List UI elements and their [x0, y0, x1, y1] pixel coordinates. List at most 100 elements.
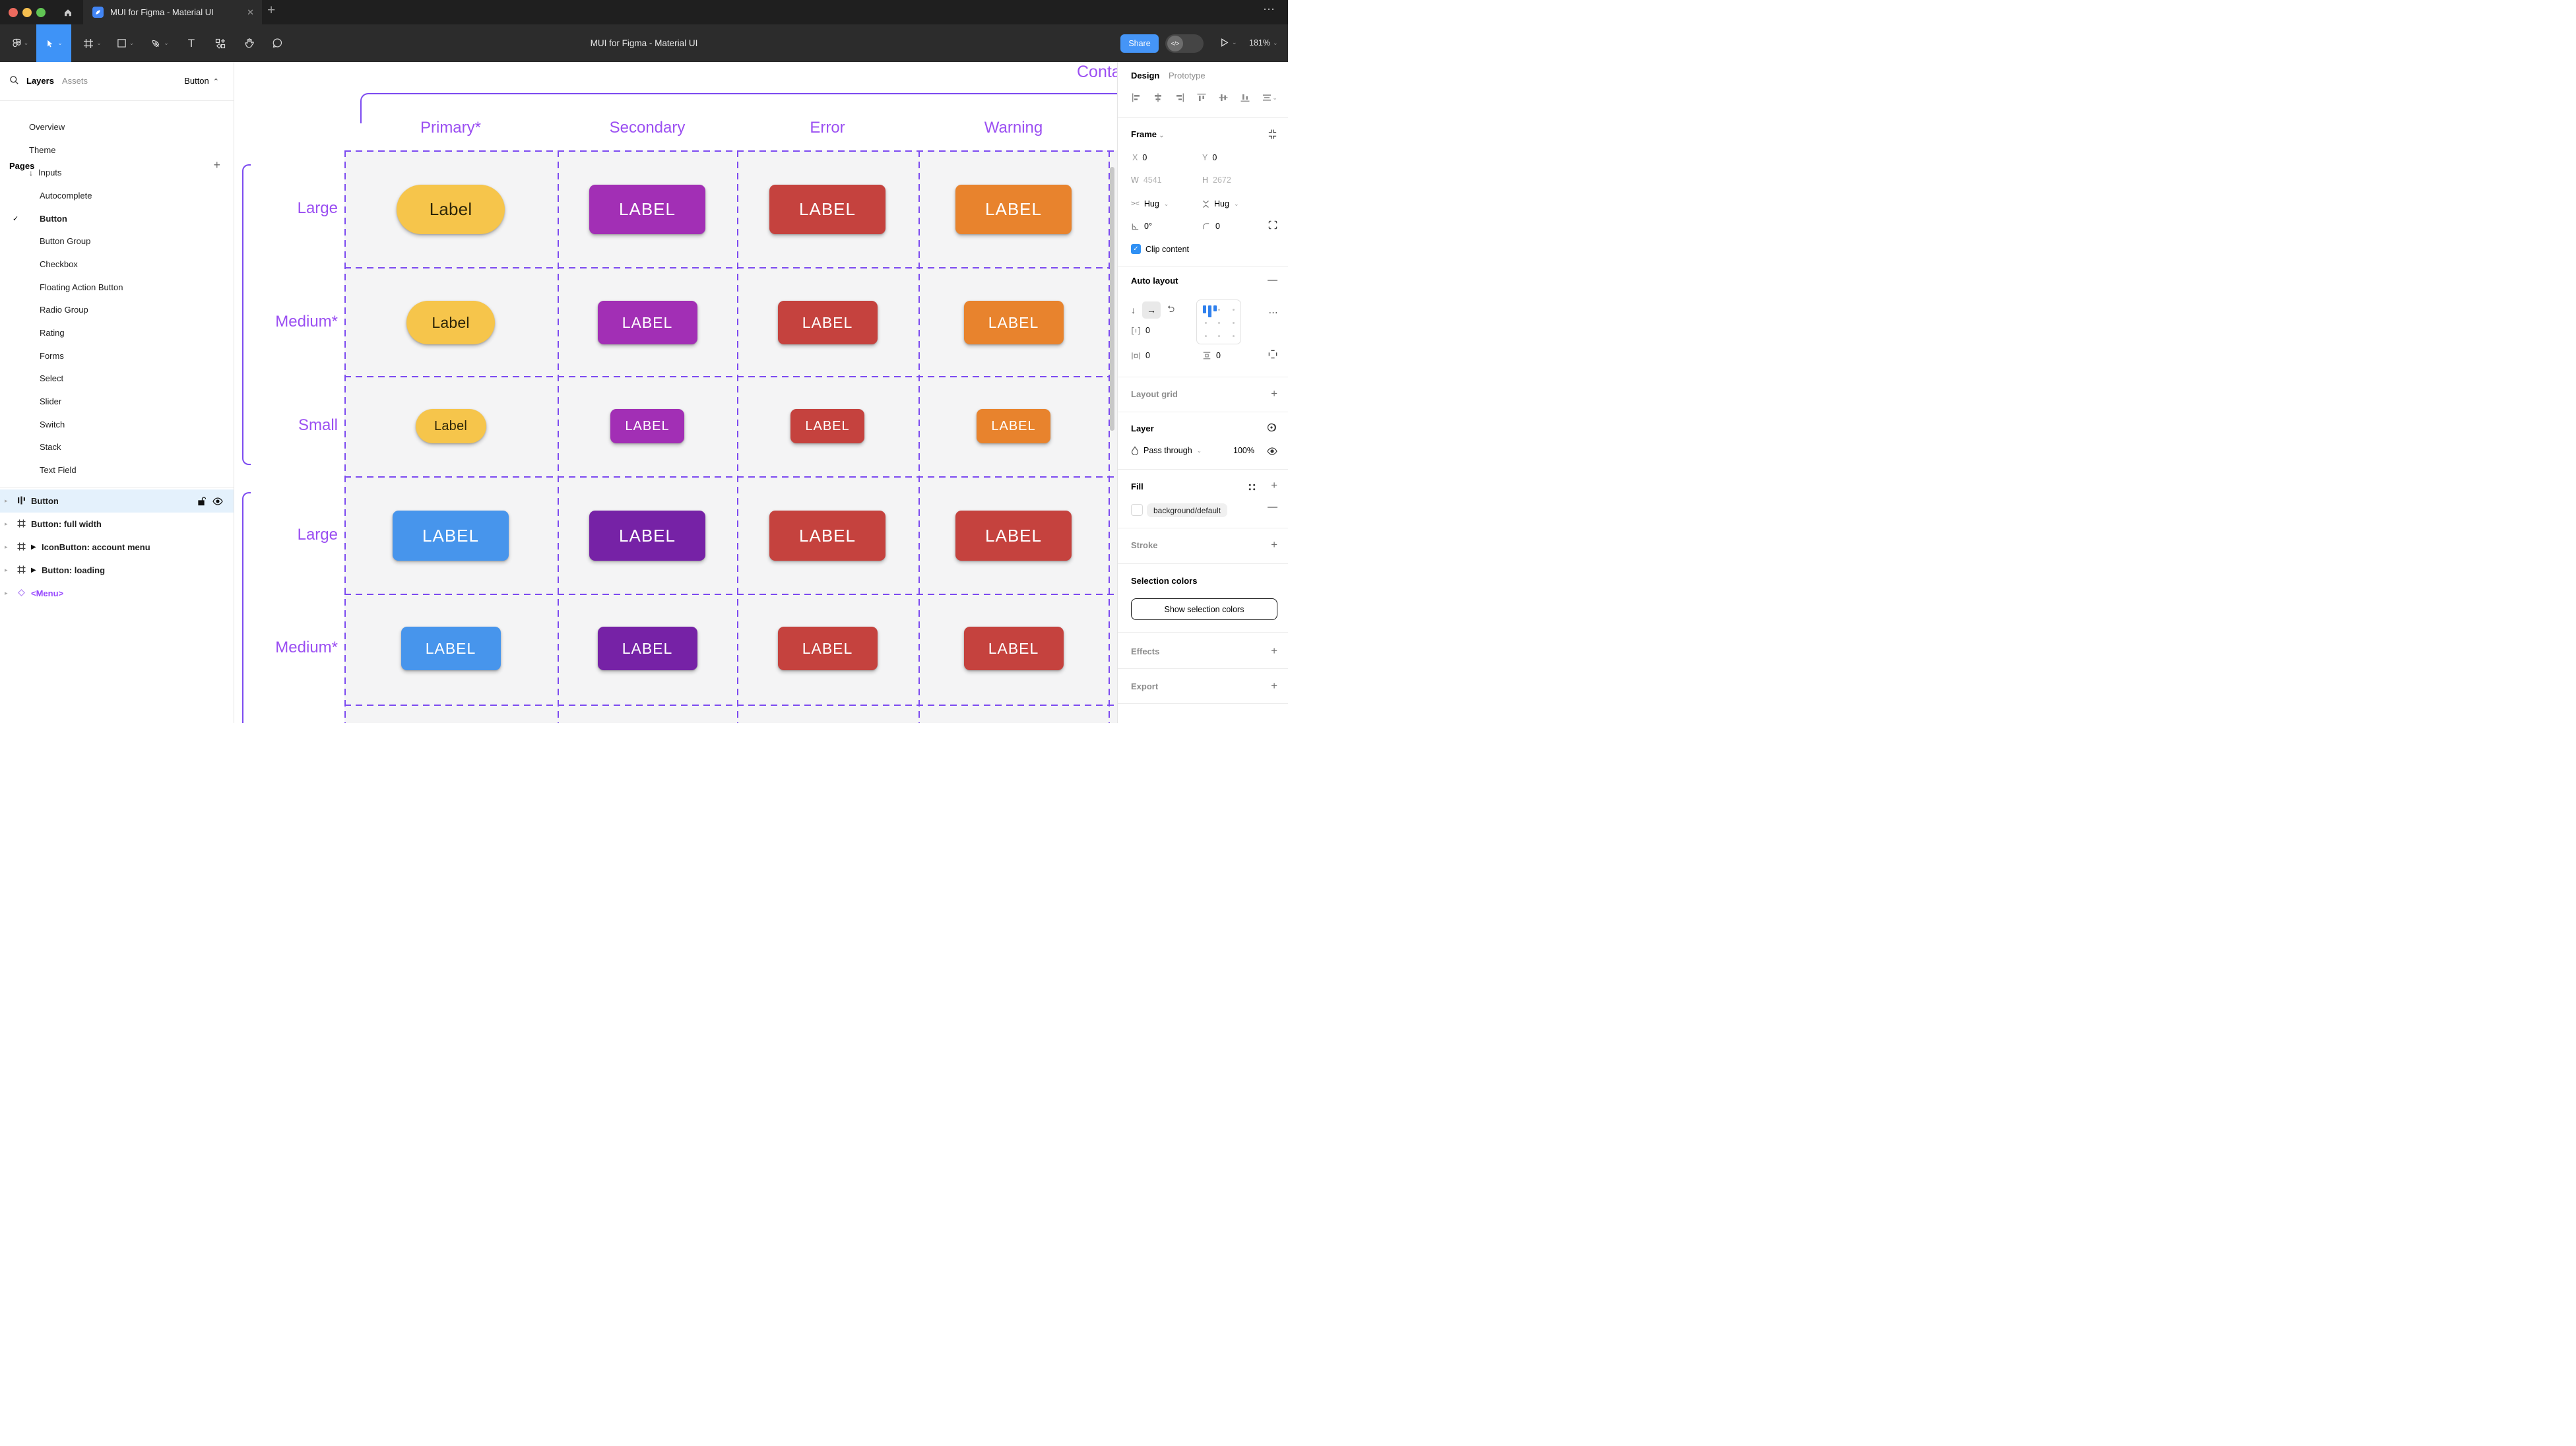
- align-bottom-icon[interactable]: [1240, 92, 1250, 103]
- dev-mode-toggle[interactable]: </>: [1165, 34, 1204, 53]
- canvas-button-medium-2[interactable]: LABEL: [597, 627, 697, 670]
- page-item-rating[interactable]: Rating: [0, 321, 234, 344]
- canvas-button-large-4[interactable]: LABEL: [955, 184, 1072, 234]
- expand-chevron-icon[interactable]: ▸: [5, 567, 8, 573]
- canvas-scrollbar[interactable]: [1110, 167, 1114, 431]
- column-header-error[interactable]: Error: [810, 119, 845, 137]
- row-label-medium[interactable]: Medium*: [275, 313, 338, 330]
- page-item-inputs[interactable]: ↓ Inputs: [0, 161, 234, 184]
- home-icon[interactable]: [59, 4, 77, 21]
- page-item-stack[interactable]: Stack: [0, 436, 234, 459]
- remove-auto-layout-button[interactable]: —: [1268, 274, 1277, 286]
- unlock-icon[interactable]: [198, 496, 206, 506]
- row-label-large[interactable]: Large: [297, 199, 338, 217]
- page-item-button-group[interactable]: Button Group: [0, 230, 234, 253]
- clip-content-checkbox[interactable]: ✓ Clip content: [1131, 244, 1189, 254]
- tab-design[interactable]: Design: [1131, 71, 1160, 80]
- rotation-field[interactable]: 0°: [1131, 222, 1152, 231]
- column-header-primary[interactable]: Primary*: [420, 119, 481, 137]
- component-arrow-icon[interactable]: ▶: [31, 567, 36, 574]
- add-layout-grid-button[interactable]: +: [1271, 387, 1277, 400]
- resources-tool-button[interactable]: [207, 24, 234, 62]
- page-item-theme[interactable]: Theme: [0, 139, 234, 162]
- present-button[interactable]: ⌄: [1219, 38, 1237, 47]
- pen-tool-button[interactable]: ⌄: [145, 24, 174, 62]
- layer-row-button-loading[interactable]: ▸ ▶ Button: loading: [0, 559, 234, 582]
- canvas-button-large-1[interactable]: Label: [397, 184, 505, 234]
- align-left-icon[interactable]: [1131, 92, 1142, 103]
- layer-row-button-full-width[interactable]: ▸ Button: full width: [0, 513, 234, 536]
- row-label-medium[interactable]: Medium*: [275, 639, 338, 656]
- canvas-frame-name[interactable]: Contained: [1077, 63, 1117, 81]
- distribute-menu[interactable]: ⌄: [1262, 92, 1277, 103]
- horizontal-padding-field[interactable]: 0: [1131, 351, 1150, 360]
- column-header-secondary[interactable]: Secondary: [609, 119, 686, 137]
- expand-chevron-icon[interactable]: ▸: [5, 497, 8, 504]
- row-label-large[interactable]: Large: [297, 526, 338, 544]
- canvas-button-medium-2[interactable]: LABEL: [597, 301, 697, 344]
- canvas-button-small-1[interactable]: Label: [415, 409, 486, 443]
- canvas-button-small-2[interactable]: LABEL: [610, 409, 684, 443]
- canvas-button-small-3[interactable]: LABEL: [790, 409, 864, 443]
- canvas-button-medium-4[interactable]: LABEL: [963, 627, 1064, 670]
- height-field[interactable]: H 2672: [1202, 175, 1231, 185]
- add-export-button[interactable]: +: [1271, 679, 1277, 692]
- auto-layout-more-button[interactable]: …: [1268, 305, 1279, 316]
- fill-color-swatch[interactable]: [1131, 504, 1143, 516]
- canvas-button-large-2[interactable]: LABEL: [589, 184, 705, 234]
- apply-styles-icon[interactable]: [1248, 483, 1256, 491]
- share-button[interactable]: Share: [1120, 34, 1159, 53]
- row-label-small[interactable]: Small: [298, 416, 338, 434]
- window-minimize-button[interactable]: [22, 8, 32, 17]
- canvas-button-large-2[interactable]: LABEL: [589, 511, 705, 561]
- canvas-button-small-4[interactable]: LABEL: [977, 409, 1050, 443]
- canvas-button-medium-1[interactable]: Label: [406, 301, 495, 344]
- move-tool-button[interactable]: ⌄: [36, 24, 71, 62]
- remove-fill-button[interactable]: —: [1268, 501, 1277, 513]
- layer-row-button[interactable]: ▸ Button: [0, 489, 234, 513]
- direction-horizontal-icon[interactable]: →: [1142, 301, 1161, 319]
- align-right-icon[interactable]: [1175, 92, 1185, 103]
- tab-assets[interactable]: Assets: [62, 76, 88, 86]
- individual-padding-icon[interactable]: [1268, 350, 1277, 359]
- fill-token-chip[interactable]: background/default: [1147, 503, 1228, 517]
- search-icon[interactable]: [9, 75, 19, 88]
- layer-row-iconbutton-account-menu[interactable]: ▸ ▶ IconButton: account menu: [0, 536, 234, 559]
- layer-row--menu-[interactable]: ▸ <Menu>: [0, 582, 234, 605]
- canvas-button-large-3[interactable]: LABEL: [769, 184, 886, 234]
- page-item-text-field[interactable]: Text Field: [0, 458, 234, 482]
- window-close-button[interactable]: [9, 8, 18, 17]
- width-field[interactable]: W 4541: [1131, 175, 1162, 185]
- window-zoom-button[interactable]: [36, 8, 46, 17]
- individual-corners-icon[interactable]: [1268, 220, 1277, 230]
- add-fill-button[interactable]: +: [1271, 479, 1277, 491]
- page-item-forms[interactable]: Forms: [0, 344, 234, 367]
- zoom-level-menu[interactable]: 181% ⌄: [1249, 38, 1278, 47]
- file-tab[interactable]: MUI for Figma - Material UI ✕: [83, 0, 262, 24]
- direction-wrap-icon[interactable]: ⮌: [1167, 303, 1175, 314]
- window-more-icon[interactable]: ⋯: [1263, 3, 1276, 16]
- page-item-button[interactable]: ✓ Button: [0, 207, 234, 230]
- vertical-padding-field[interactable]: 0: [1202, 351, 1221, 360]
- text-tool-button[interactable]: T: [187, 36, 195, 49]
- align-v-center-icon[interactable]: [1218, 92, 1229, 103]
- add-stroke-button[interactable]: +: [1271, 538, 1277, 551]
- corner-radius-field[interactable]: 0: [1202, 222, 1220, 231]
- direction-vertical-icon[interactable]: ↓: [1131, 305, 1136, 315]
- component-arrow-icon[interactable]: ▶: [31, 544, 36, 551]
- align-top-icon[interactable]: [1196, 92, 1207, 103]
- shape-tool-button[interactable]: ⌄: [111, 24, 140, 62]
- blend-mode-select[interactable]: Pass through ⌄: [1131, 446, 1202, 455]
- page-item-checkbox[interactable]: Checkbox: [0, 253, 234, 276]
- new-tab-button[interactable]: +: [267, 3, 276, 18]
- expand-chevron-icon[interactable]: ▸: [5, 520, 8, 527]
- main-menu-button[interactable]: ⌄: [5, 24, 36, 62]
- collapse-frame-icon[interactable]: [1268, 129, 1277, 139]
- canvas-button-large-3[interactable]: LABEL: [769, 511, 886, 561]
- page-item-overview[interactable]: Overview: [0, 115, 234, 139]
- page-item-radio-group[interactable]: Radio Group: [0, 299, 234, 322]
- page-item-select[interactable]: Select: [0, 367, 234, 391]
- visible-eye-icon[interactable]: [212, 497, 223, 505]
- page-item-floating-action-button[interactable]: Floating Action Button: [0, 276, 234, 299]
